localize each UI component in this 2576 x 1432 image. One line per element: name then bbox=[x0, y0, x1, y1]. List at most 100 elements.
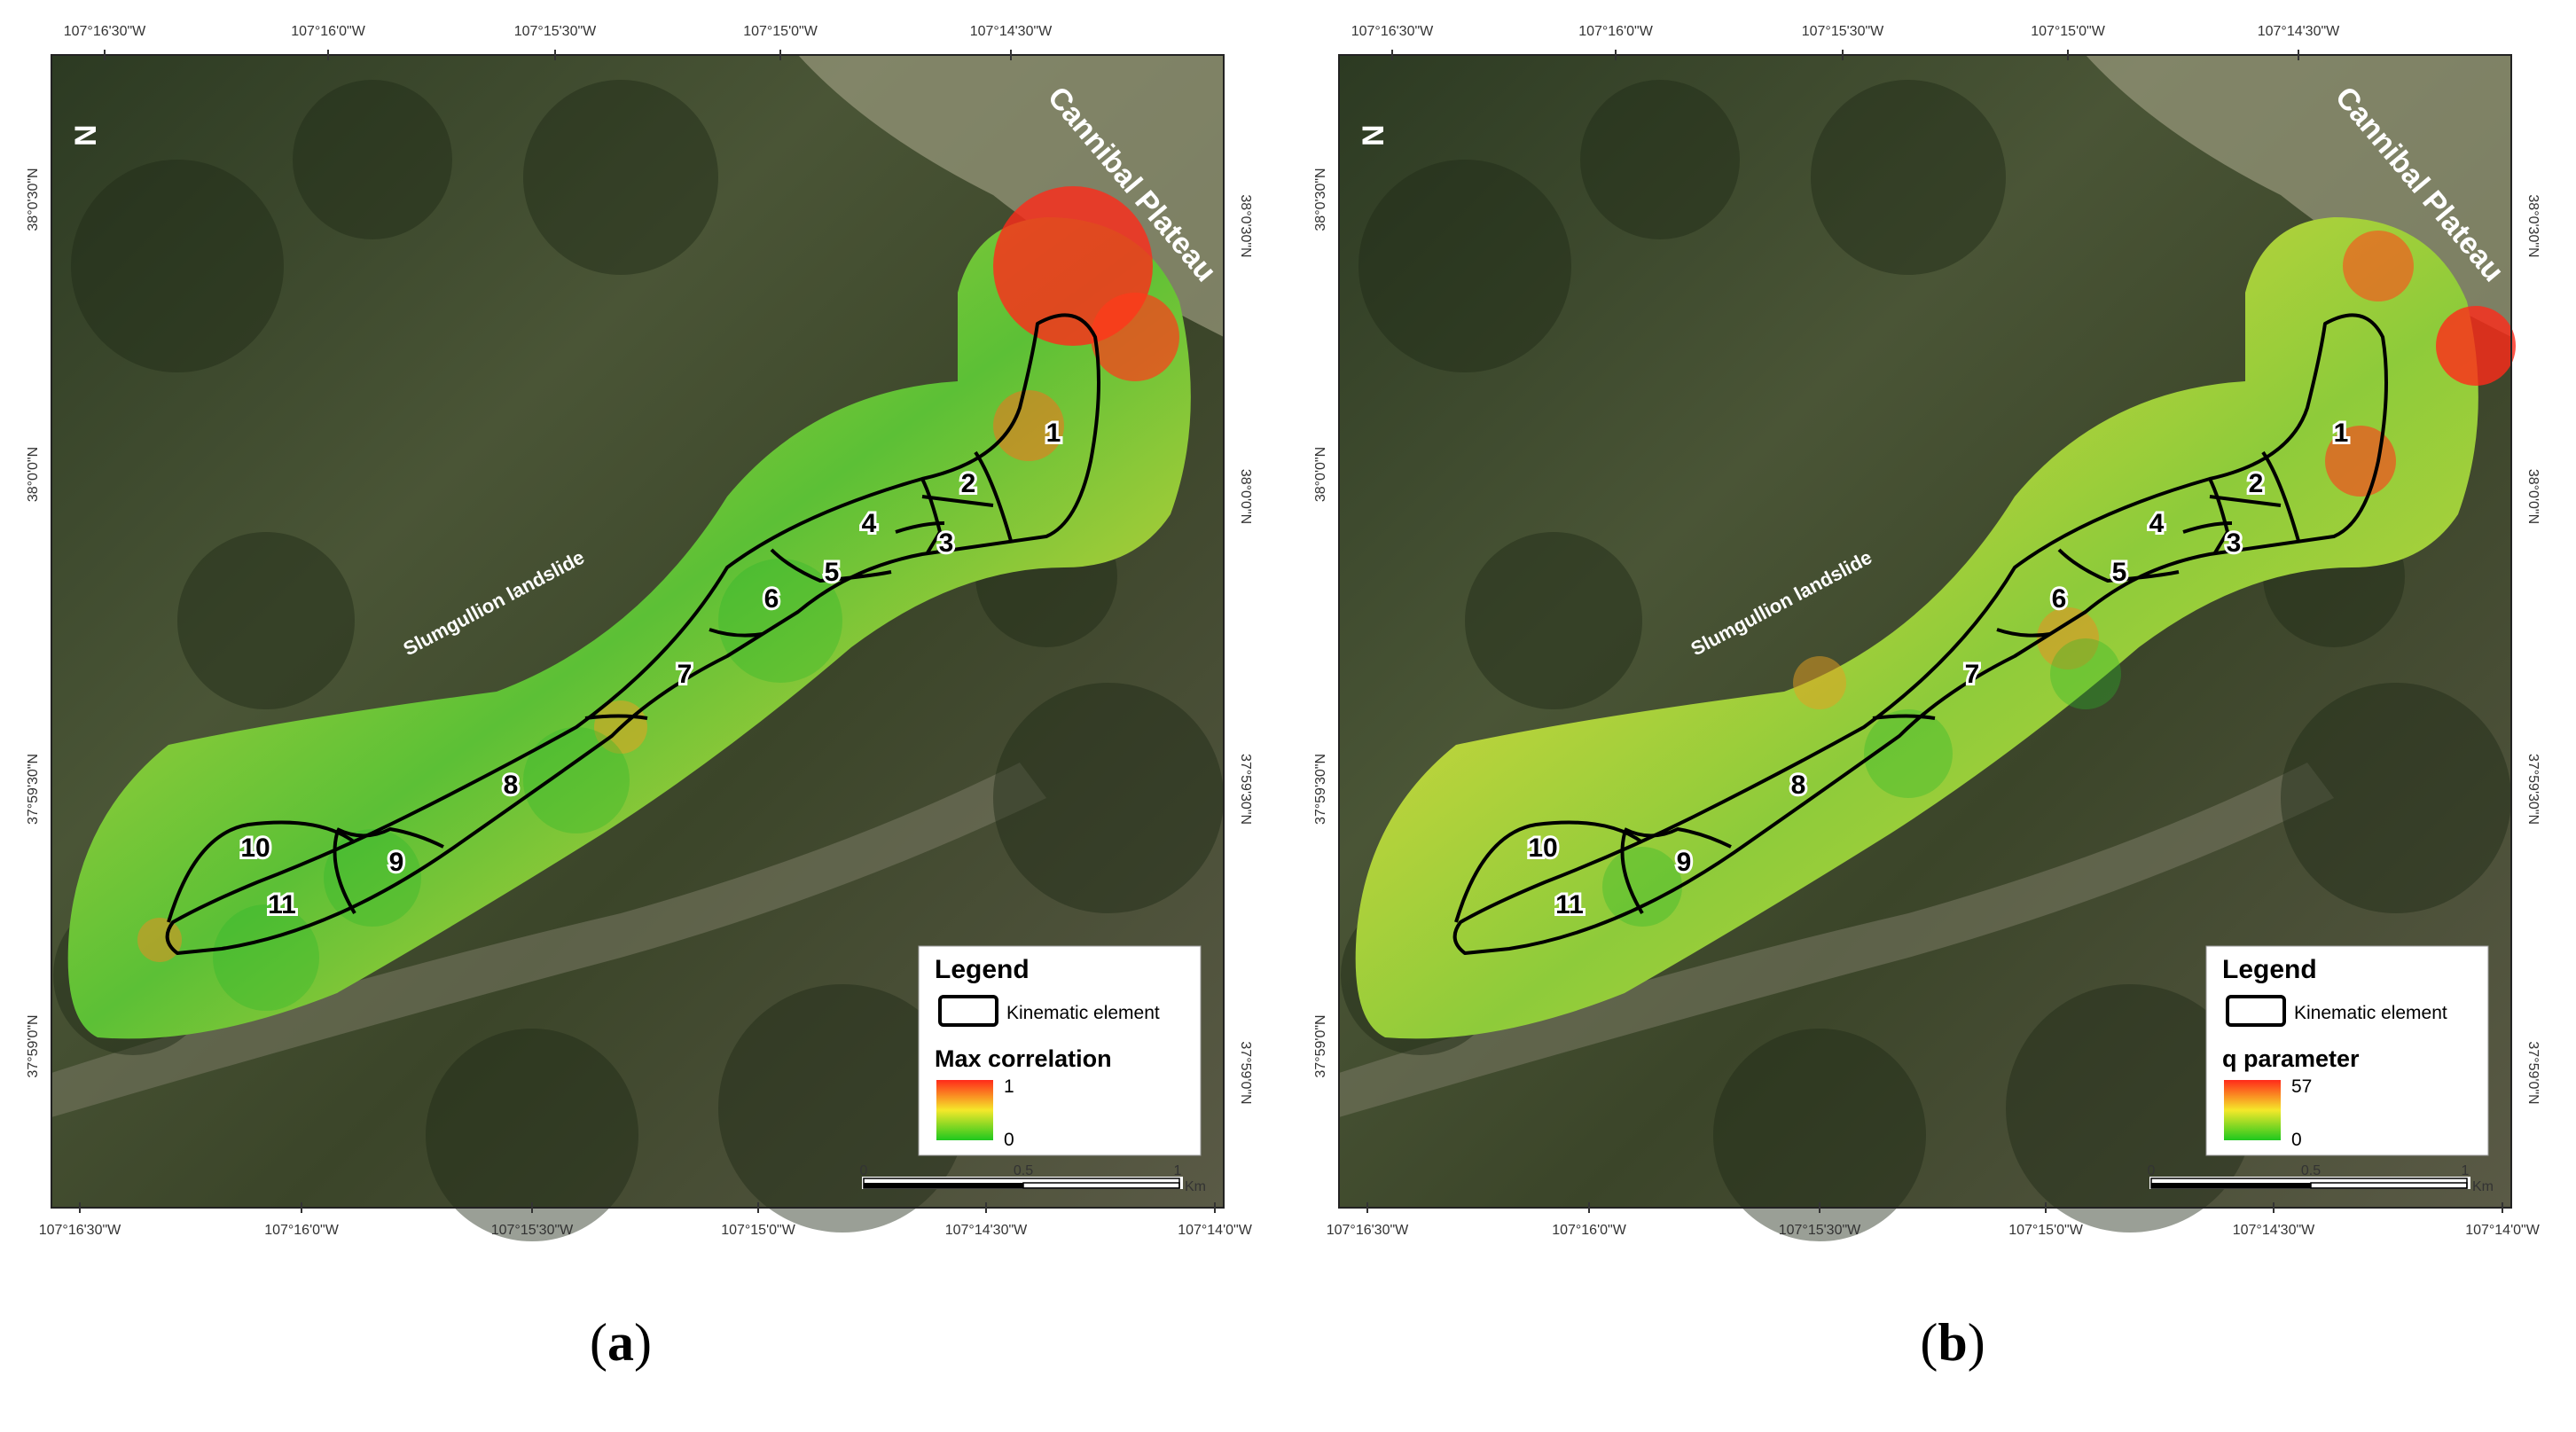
right-tick-label: 37°59'30"N bbox=[2525, 754, 2541, 825]
element-label-10: 10 bbox=[240, 833, 270, 863]
top-tick-label: 107°14'30"W bbox=[970, 24, 1053, 39]
kinematic-divider bbox=[584, 714, 648, 720]
kinematic-divider bbox=[1624, 827, 1732, 849]
scale-label-end: 1 bbox=[1174, 1163, 1182, 1178]
kinematic-divider bbox=[709, 628, 763, 638]
bottom-tick-label: 107°16'30"W bbox=[1327, 1223, 1409, 1238]
kinematic-divider bbox=[333, 833, 356, 915]
forest-patch bbox=[293, 80, 452, 239]
right-tick-label: 38°0'0"N bbox=[2525, 469, 2541, 524]
kinematic-divider bbox=[921, 495, 994, 507]
legend-min: 0 bbox=[2291, 1130, 2302, 1150]
kinematic-divider bbox=[920, 478, 942, 556]
caption-open: ( bbox=[590, 1313, 607, 1372]
bottom-tick-label: 107°15'0"W bbox=[2008, 1223, 2084, 1238]
valley-road bbox=[51, 763, 1046, 1117]
scale-bar-segment bbox=[2310, 1182, 2468, 1189]
element-label-5: 5 bbox=[825, 558, 840, 587]
kinematic-outline bbox=[1452, 313, 2388, 955]
scale-unit: Km bbox=[2472, 1179, 2494, 1194]
kinematic-divider bbox=[895, 521, 945, 534]
legend-title: Legend bbox=[2222, 955, 2317, 984]
top-tick-label: 107°15'0"W bbox=[2031, 24, 2106, 39]
top-tick-label: 107°15'0"W bbox=[743, 24, 818, 39]
kinematic-divider bbox=[974, 450, 1013, 542]
forest-patch bbox=[426, 1029, 638, 1241]
scale-label-mid: 0.5 bbox=[1014, 1163, 1033, 1178]
scale-label-0: 0 bbox=[2148, 1163, 2156, 1178]
hot-spot bbox=[2436, 306, 2516, 386]
bottom-tick-label: 107°14'30"W bbox=[2233, 1223, 2315, 1238]
caption-close: ) bbox=[1967, 1313, 1985, 1372]
hot-spot bbox=[2037, 607, 2099, 669]
forest-patch bbox=[993, 683, 1224, 913]
hot-spot bbox=[1793, 656, 1846, 709]
caption-close: ) bbox=[634, 1313, 652, 1372]
kinematic-divider bbox=[336, 827, 444, 849]
legend-kinematic-label: Kinematic element bbox=[2294, 1003, 2447, 1023]
top-tick-label: 107°15'30"W bbox=[1802, 24, 1884, 39]
element-label-6: 6 bbox=[2052, 584, 2067, 614]
legend-max: 1 bbox=[1004, 1076, 1014, 1097]
bottom-tick-label: 107°16'0"W bbox=[264, 1223, 340, 1238]
kinematic-divider bbox=[2057, 548, 2180, 583]
element-label-11: 11 bbox=[1555, 890, 1584, 919]
kinematic-divider bbox=[167, 820, 356, 923]
kinematic-divider bbox=[2208, 478, 2229, 556]
legend-kinematic-label: Kinematic element bbox=[1006, 1003, 1160, 1023]
bottom-tick-label: 107°15'30"W bbox=[491, 1223, 574, 1238]
forest-patch bbox=[1713, 1029, 1926, 1241]
scale-label-end: 1 bbox=[2462, 1163, 2470, 1178]
element-label-4: 4 bbox=[2149, 509, 2165, 538]
kinematic-divider bbox=[770, 548, 892, 583]
element-label-9: 9 bbox=[1677, 848, 1692, 877]
forest-patch bbox=[1580, 80, 1740, 239]
forest-patch bbox=[71, 160, 284, 372]
bottom-tick-label: 107°16'30"W bbox=[39, 1223, 121, 1238]
scale-unit: Km bbox=[1185, 1179, 1206, 1194]
legend-max: 57 bbox=[2291, 1076, 2312, 1097]
element-label-3: 3 bbox=[2227, 528, 2242, 558]
element-label-10: 10 bbox=[1528, 833, 1557, 863]
low-spot bbox=[523, 727, 630, 833]
colorbar bbox=[2224, 1080, 2281, 1140]
kinematic-outline bbox=[165, 313, 1100, 955]
map-frame bbox=[51, 54, 1225, 1209]
caption-letter: b bbox=[1938, 1313, 1968, 1372]
bottom-tick-label: 107°14'30"W bbox=[945, 1223, 1028, 1238]
left-tick-label: 38°0'0"N bbox=[26, 447, 41, 502]
scale-bar-segment bbox=[2151, 1183, 2311, 1188]
kinematic-divider bbox=[2261, 450, 2300, 542]
element-label-3: 3 bbox=[939, 528, 954, 558]
forest-patch bbox=[2006, 984, 2254, 1232]
panel-caption: (b) bbox=[1864, 1312, 2041, 1373]
low-spot bbox=[718, 559, 842, 683]
bottom-tick-label: 107°16'0"W bbox=[1552, 1223, 1627, 1238]
legend-title: Legend bbox=[935, 955, 1030, 984]
map-frame bbox=[1338, 54, 2512, 1209]
element-label-6: 6 bbox=[764, 584, 779, 614]
left-tick-label: 37°59'30"N bbox=[1313, 754, 1328, 825]
low-spot bbox=[1864, 709, 1953, 798]
north-arrow-icon: N bbox=[69, 124, 103, 146]
scale-bar-outline bbox=[863, 1178, 1180, 1189]
forest-patch bbox=[1811, 80, 2006, 275]
right-tick-label: 38°0'30"N bbox=[2525, 194, 2541, 257]
left-tick-label: 38°0'30"N bbox=[26, 168, 41, 231]
scale-label-mid: 0.5 bbox=[2301, 1163, 2321, 1178]
right-tick-label: 37°59'0"N bbox=[1238, 1041, 1253, 1104]
hot-spot bbox=[2325, 426, 2396, 497]
kinematic-divider bbox=[1620, 833, 1644, 915]
element-label-4: 4 bbox=[862, 509, 877, 538]
left-tick-label: 37°59'0"N bbox=[26, 1014, 41, 1077]
element-label-5: 5 bbox=[2112, 558, 2127, 587]
element-label-2: 2 bbox=[961, 469, 976, 498]
hot-spot bbox=[1091, 293, 1179, 381]
legend-min: 0 bbox=[1004, 1130, 1014, 1150]
element-label-1: 1 bbox=[2334, 419, 2349, 448]
top-tick-label: 107°16'0"W bbox=[291, 24, 366, 39]
top-tick-label: 107°15'30"W bbox=[514, 24, 597, 39]
left-tick-label: 37°59'30"N bbox=[26, 754, 41, 825]
element-label-2: 2 bbox=[2249, 469, 2264, 498]
